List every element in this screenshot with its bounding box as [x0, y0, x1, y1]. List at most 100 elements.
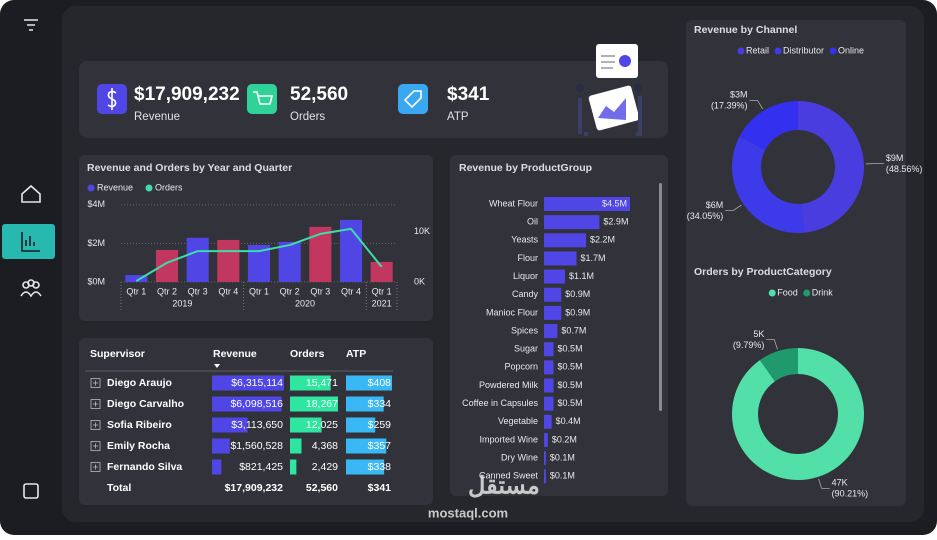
cell-text: Sofia Ribeiro: [107, 419, 172, 431]
value-label: $1.7M: [580, 253, 605, 263]
total-cell: $341: [368, 482, 392, 494]
bar: [544, 415, 552, 429]
total-cell: 52,560: [306, 482, 338, 494]
cell-text: $821,425: [239, 461, 283, 473]
y-tick-label: $2M: [87, 238, 105, 248]
legend-label: Distributor: [783, 45, 824, 55]
bar: [156, 250, 178, 282]
x-tick-label: Qtr 4: [341, 286, 361, 296]
x-tick-label: Qtr 2: [157, 286, 177, 296]
percent-label: (48.56%): [886, 164, 923, 174]
value-label: $4.5M: [602, 198, 627, 208]
category-label: Candy: [512, 289, 539, 299]
bar: [544, 215, 599, 229]
bar: [544, 433, 548, 447]
bar: [544, 233, 586, 247]
percent-label: (9.79%): [733, 340, 765, 350]
data-bar: [212, 439, 230, 454]
x-tick-label: Qtr 2: [280, 286, 300, 296]
percent-label: (90.21%): [832, 489, 869, 499]
category-label: Imported Wine: [479, 434, 538, 444]
bar: [544, 342, 554, 356]
category-label: Manioc Flour: [486, 307, 538, 317]
value-label: $0.1M: [550, 471, 575, 481]
bar: [279, 242, 301, 282]
cell-text: Diego Carvalho: [107, 398, 184, 410]
category-label: Popcorn: [504, 362, 538, 372]
watermark: mostaql.com: [428, 505, 508, 520]
kpi-label: Orders: [290, 111, 325, 123]
legend-marker: [737, 48, 744, 55]
bar: [544, 469, 546, 483]
x-tick-label: Qtr 3: [188, 286, 208, 296]
value-label: $6M: [706, 200, 724, 210]
cell-text: 12,025: [306, 419, 338, 431]
cell-text: 2,429: [312, 461, 338, 473]
bar: [217, 240, 239, 282]
total-label: Total: [107, 482, 131, 494]
x-tick-label: Qtr 3: [310, 286, 330, 296]
y2-tick-label: 0K: [414, 276, 425, 286]
value-label: 5K: [753, 329, 764, 339]
value-label: $0.5M: [558, 362, 583, 372]
legend-marker: [830, 48, 837, 55]
legend-marker: [769, 290, 776, 297]
category-label: Yeasts: [511, 235, 538, 245]
x-tick-label: Qtr 1: [372, 286, 392, 296]
legend-label: Drink: [812, 287, 834, 297]
percent-label: (34.05%): [687, 211, 724, 221]
value-label: $9M: [886, 153, 904, 163]
channel-card: [686, 20, 906, 506]
category-label: Liquor: [513, 271, 538, 281]
group-label: 2021: [372, 298, 392, 308]
active-nav[interactable]: [2, 224, 55, 259]
cell-text: $259: [368, 419, 392, 431]
group-label: 2020: [295, 298, 315, 308]
scrollbar[interactable]: [659, 183, 662, 411]
percent-label: (17.39%): [711, 101, 748, 111]
data-bar: [212, 460, 221, 475]
legend-marker: [803, 290, 810, 297]
category-label: Oil: [527, 217, 538, 227]
bar: [544, 324, 557, 338]
legend-label: Orders: [155, 182, 183, 192]
value-label: $0.5M: [558, 380, 583, 390]
data-bar: [290, 460, 296, 475]
category-label: Wheat Flour: [489, 198, 538, 208]
legend-label: Retail: [746, 45, 769, 55]
x-tick-label: Qtr 1: [249, 286, 269, 296]
category-label: Dry Wine: [501, 452, 538, 462]
x-tick-label: Qtr 1: [126, 286, 146, 296]
category-label: Powdered Milk: [479, 380, 539, 390]
x-tick-label: Qtr 4: [218, 286, 238, 296]
legend-label: Online: [838, 45, 864, 55]
bar: [544, 251, 576, 265]
column-header: Orders: [290, 348, 325, 360]
kpi-label: Revenue: [134, 111, 180, 123]
y2-tick-label: 10K: [414, 226, 430, 236]
kpi-value: 52,560: [290, 84, 348, 105]
chart-title: Revenue by ProductGroup: [459, 162, 592, 174]
category-label: Vegetable: [498, 416, 538, 426]
data-bar: [290, 439, 301, 454]
category-label: Canned Sweet: [479, 471, 539, 481]
group-label: 2019: [172, 298, 192, 308]
bar: [544, 397, 554, 411]
cell-text: Fernando Silva: [107, 461, 182, 473]
category-label: Flour: [517, 253, 538, 263]
column-header: ATP: [346, 348, 366, 360]
kpi-label: ATP: [447, 111, 469, 123]
cell-text: $3,113,650: [231, 419, 283, 431]
value-label: 47K: [832, 478, 848, 488]
chart-title: Revenue by Channel: [694, 24, 797, 36]
y-tick-label: $0M: [87, 276, 105, 286]
chart-title: Orders by ProductCategory: [694, 266, 832, 278]
cell-text: Diego Araujo: [107, 377, 172, 389]
bar: [544, 451, 546, 465]
cell-text: $408: [368, 377, 392, 389]
bar: [187, 238, 209, 282]
orders-icon: [247, 84, 277, 114]
bar: [544, 288, 561, 302]
value-label: $2.2M: [590, 235, 615, 245]
